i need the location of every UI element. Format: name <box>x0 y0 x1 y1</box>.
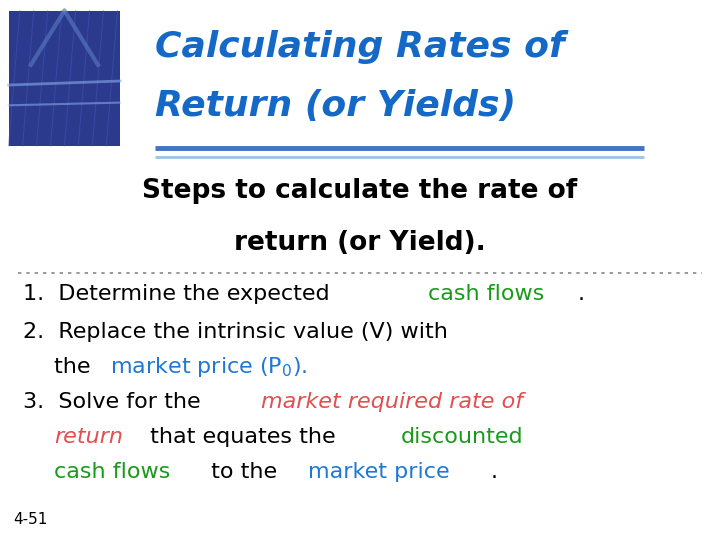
Text: the: the <box>54 356 98 376</box>
Text: 4-51: 4-51 <box>13 511 48 526</box>
Text: cash flows: cash flows <box>54 462 171 482</box>
Text: Return (or Yields): Return (or Yields) <box>155 89 516 123</box>
Text: return: return <box>54 427 123 447</box>
Text: Steps to calculate the rate of: Steps to calculate the rate of <box>143 178 577 204</box>
Text: 2.  Replace the intrinsic value (V) with: 2. Replace the intrinsic value (V) with <box>23 321 448 341</box>
Text: market price: market price <box>307 462 449 482</box>
Text: to the: to the <box>204 462 284 482</box>
Text: return (or Yield).: return (or Yield). <box>234 230 486 255</box>
FancyBboxPatch shape <box>9 11 120 146</box>
Text: Calculating Rates of: Calculating Rates of <box>155 30 564 64</box>
Text: 3.  Solve for the: 3. Solve for the <box>23 392 208 411</box>
Text: discounted: discounted <box>401 427 523 447</box>
Text: 1.  Determine the expected: 1. Determine the expected <box>23 284 337 303</box>
Text: .: . <box>490 462 498 482</box>
Text: market price (P$_0$).: market price (P$_0$). <box>110 355 307 379</box>
Text: that equates the: that equates the <box>143 427 343 447</box>
Text: market required rate of: market required rate of <box>261 392 523 411</box>
Text: .: . <box>578 284 585 303</box>
Text: cash flows: cash flows <box>428 284 544 303</box>
